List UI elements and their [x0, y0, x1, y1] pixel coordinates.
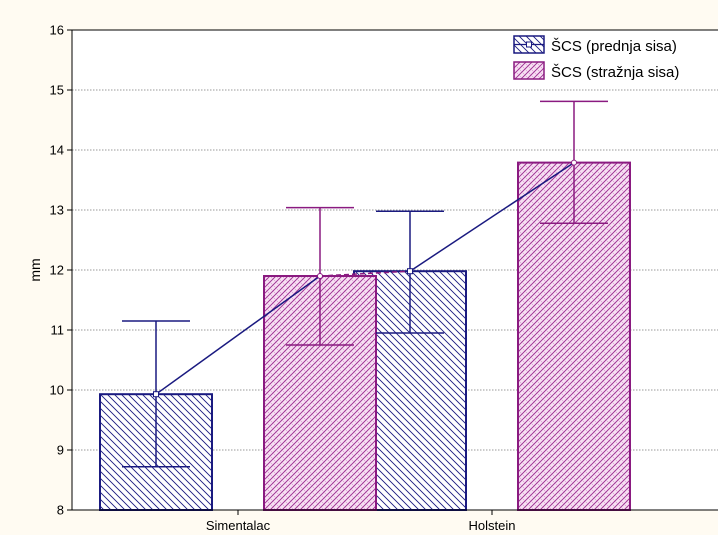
point-marker — [407, 268, 413, 275]
point-marker — [317, 273, 323, 279]
series-line-segment — [155, 275, 321, 395]
y-tick-label: 12 — [50, 263, 64, 278]
y-tick-label: 9 — [57, 443, 64, 458]
x-tick-label: Holstein — [469, 518, 516, 533]
x-axis: Simentalac Holstein — [206, 510, 516, 533]
error-bars — [122, 100, 608, 468]
series-line-segment — [319, 270, 411, 277]
y-axis-label: mm — [27, 258, 43, 281]
y-tick-label: 13 — [50, 203, 64, 218]
point-markers — [153, 159, 577, 398]
y-tick-label: 14 — [50, 143, 64, 158]
series-lines — [155, 161, 575, 395]
legend: ŠCS (prednja sisa) ŠCS (stražnja sisa) — [513, 35, 679, 81]
legend-label-straznja: ŠCS (stražnja sisa) — [551, 64, 679, 81]
x-tick-label: Simentalac — [206, 518, 271, 533]
legend-marker-prednja — [526, 41, 532, 48]
y-tick-label: 8 — [57, 503, 64, 518]
y-tick-label: 15 — [50, 83, 64, 98]
point-marker — [571, 159, 577, 166]
legend-swatch-straznja — [513, 61, 545, 80]
y-tick-label: 11 — [51, 323, 65, 338]
y-tick-label: 10 — [50, 383, 64, 398]
series-line-segment — [409, 161, 575, 272]
y-tick-label: 16 — [50, 23, 64, 38]
legend-label-prednja: ŠCS (prednja sisa) — [551, 38, 677, 55]
y-axis: 8 9 10 11 12 13 14 15 16 — [50, 23, 72, 518]
point-marker — [153, 391, 159, 398]
